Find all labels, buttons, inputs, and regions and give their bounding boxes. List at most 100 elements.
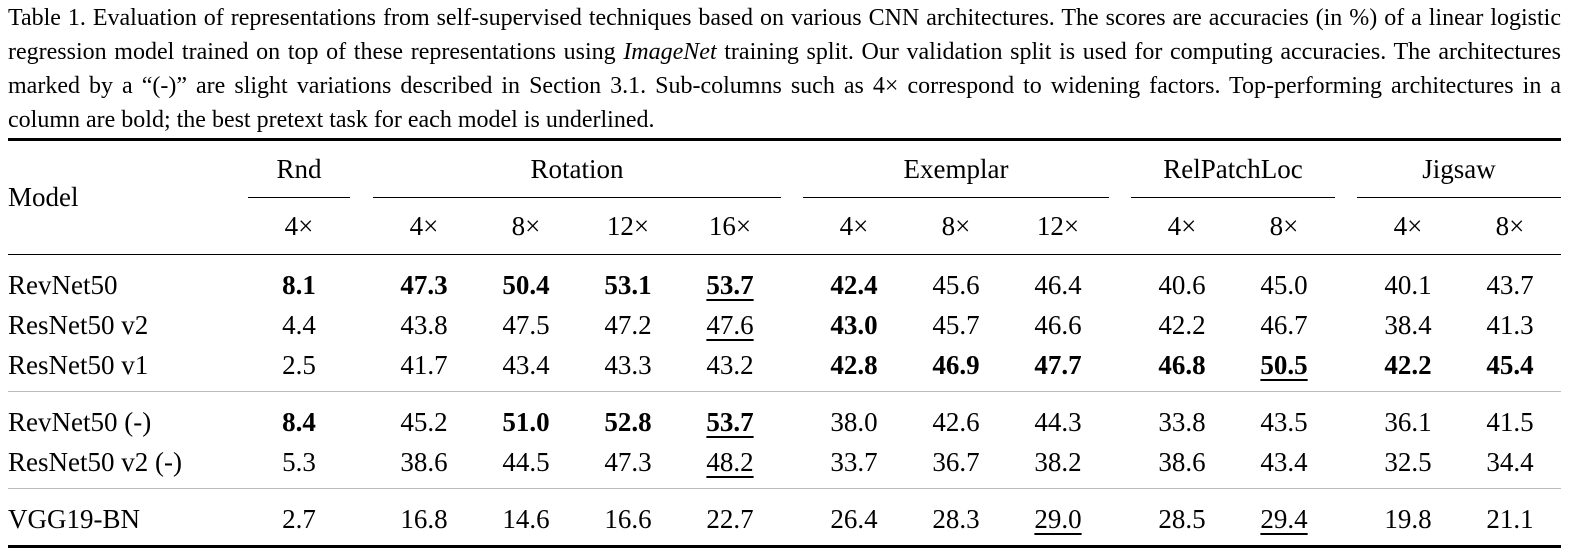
column-header: 8× <box>1495 210 1525 241</box>
score-cell: 28.5 <box>1158 503 1206 534</box>
group-header: Jigsaw <box>1357 139 1562 198</box>
score-cell: 53.7 <box>706 269 754 300</box>
column-header: 8× <box>511 210 541 241</box>
score-cell: 46.6 <box>1034 309 1082 340</box>
column-header: 16× <box>708 210 752 241</box>
group-header: Rotation <box>373 139 781 198</box>
score-cell: 47.3 <box>604 446 652 477</box>
table-body: VGG19-BN 2.7 16.8 14.6 16.6 22.7 26.4 28.3 29.0 2… <box>8 488 1562 547</box>
table-row: VGG19-BN 2.7 16.8 14.6 16.6 22.7 26.4 28.3 29.0 2… <box>8 488 1562 547</box>
score-cell: 26.4 <box>830 503 878 534</box>
score-cell: 42.6 <box>932 406 980 437</box>
group-header: Rnd <box>248 139 350 198</box>
score-cell: 4.4 <box>282 309 316 340</box>
column-header: 8× <box>941 210 971 241</box>
score-cell: 36.7 <box>932 446 980 477</box>
score-cell: 46.4 <box>1034 269 1082 300</box>
column-header: 4× <box>839 210 869 241</box>
score-cell: 14.6 <box>502 503 550 534</box>
score-cell: 38.0 <box>830 406 878 437</box>
score-cell: 38.6 <box>400 446 448 477</box>
score-cell: 43.4 <box>1260 446 1308 477</box>
table-row: ResNet50 v2 4.4 43.8 47.5 47.2 47.6 43.0 45.7 46… <box>8 305 1561 345</box>
score-cell: 43.4 <box>502 349 550 380</box>
score-cell: 8.1 <box>282 269 316 300</box>
score-cell: 38.2 <box>1034 446 1082 477</box>
score-cell: 5.3 <box>282 446 316 477</box>
group-header: RelPatchLoc <box>1131 139 1336 198</box>
score-cell: 43.2 <box>706 349 754 380</box>
score-cell: 32.5 <box>1384 446 1432 477</box>
caption: Table 1. Evaluation of representations f… <box>8 1 1561 137</box>
score-cell: 44.3 <box>1034 406 1082 437</box>
score-cell: 52.8 <box>604 406 652 437</box>
score-cell: 22.7 <box>706 503 754 534</box>
score-cell: 47.5 <box>502 309 550 340</box>
column-header: 4× <box>409 210 439 241</box>
score-cell: 16.6 <box>604 503 652 534</box>
score-cell: 21.1 <box>1486 503 1534 534</box>
model-name: RevNet50 (-) <box>8 406 152 437</box>
score-cell: 43.8 <box>400 309 448 340</box>
score-cell: 36.1 <box>1384 406 1432 437</box>
score-cell: 43.5 <box>1260 406 1308 437</box>
score-cell: 16.8 <box>400 503 448 534</box>
model-name: RevNet50 <box>8 269 118 300</box>
score-cell: 46.8 <box>1158 349 1206 380</box>
table-row: ResNet50 v1 2.5 41.7 43.4 43.3 43.2 42.8 46.9 47… <box>8 345 1561 392</box>
score-cell: 29.4 <box>1260 503 1308 534</box>
group-header: Exemplar <box>803 139 1110 198</box>
score-cell: 38.6 <box>1158 446 1206 477</box>
score-cell: 28.3 <box>932 503 980 534</box>
table-head: Model Rnd Rotation Exemplar RelPatchLoc … <box>8 139 1562 255</box>
score-cell: 42.2 <box>1384 349 1432 380</box>
caption-text: training split. Our validation split is … <box>8 39 1561 133</box>
table-body: RevNet50 8.1 47.3 50.4 53.1 53.7 42.4 45.6 46.4 4… <box>8 255 1561 392</box>
score-cell: 19.8 <box>1384 503 1432 534</box>
score-cell: 47.6 <box>706 309 754 340</box>
column-header: 12× <box>606 210 650 241</box>
score-cell: 44.5 <box>502 446 550 477</box>
score-cell: 43.3 <box>604 349 652 380</box>
score-cell: 42.2 <box>1158 309 1206 340</box>
column-header: 4× <box>1167 210 1197 241</box>
model-name: ResNet50 v1 <box>8 349 149 380</box>
header-row: Model Rnd Rotation Exemplar RelPatchLoc … <box>8 139 1562 212</box>
score-cell: 8.4 <box>282 406 316 437</box>
score-cell: 46.7 <box>1260 309 1308 340</box>
score-cell: 43.0 <box>830 309 878 340</box>
score-cell: 51.0 <box>502 406 550 437</box>
score-cell: 47.7 <box>1034 349 1082 380</box>
header-row: 4× 4× 8× 12× 16× 4× 8× 12× 4× 8× 4× 8× <box>8 198 1562 255</box>
column-header: 4× <box>1393 210 1423 241</box>
model-name: VGG19-BN <box>8 503 140 534</box>
score-cell: 45.2 <box>400 406 448 437</box>
score-cell: 34.4 <box>1486 446 1534 477</box>
model-header: Model <box>8 182 79 212</box>
score-cell: 45.7 <box>932 309 980 340</box>
score-cell: 41.3 <box>1486 309 1534 340</box>
model-name: ResNet50 v2 <box>8 309 149 340</box>
score-cell: 48.2 <box>706 446 754 477</box>
table-row: ResNet50 v2 (-) 5.3 38.6 44.5 47.3 48.2 33.7 36… <box>8 442 1561 489</box>
score-cell: 33.8 <box>1158 406 1206 437</box>
column-header: 8× <box>1269 210 1299 241</box>
score-cell: 42.8 <box>830 349 878 380</box>
score-cell: 47.2 <box>604 309 652 340</box>
table-body: RevNet50 (-) 8.4 45.2 51.0 52.8 53.7 38.0 42.6 4… <box>8 391 1562 489</box>
score-cell: 43.7 <box>1486 269 1534 300</box>
score-cell: 42.4 <box>830 269 878 300</box>
column-header: 4× <box>284 210 314 241</box>
score-cell: 2.7 <box>282 503 316 534</box>
table-row: RevNet50 8.1 47.3 50.4 53.1 53.7 42.4 45.6 46.4 4… <box>8 255 1561 306</box>
score-cell: 41.7 <box>400 349 448 380</box>
score-cell: 33.7 <box>830 446 878 477</box>
score-cell: 38.4 <box>1384 309 1432 340</box>
results-table: Model Rnd Rotation Exemplar RelPatchLoc … <box>8 138 1562 548</box>
score-cell: 40.6 <box>1158 269 1206 300</box>
score-cell: 47.3 <box>400 269 448 300</box>
score-cell: 53.1 <box>604 269 652 300</box>
caption-text: Table 1. Evaluation of representations f… <box>8 5 1561 65</box>
score-cell: 53.7 <box>706 406 754 437</box>
